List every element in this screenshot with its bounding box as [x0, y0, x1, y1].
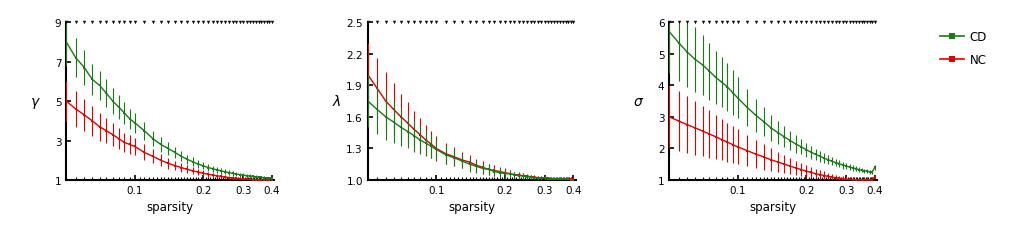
Legend: CD, NC: CD, NC: [934, 26, 990, 72]
X-axis label: sparsity: sparsity: [447, 201, 495, 213]
X-axis label: sparsity: sparsity: [147, 201, 194, 213]
Y-axis label: γ: γ: [31, 95, 39, 109]
Y-axis label: λ: λ: [332, 95, 340, 109]
Y-axis label: σ: σ: [633, 95, 642, 109]
X-axis label: sparsity: sparsity: [749, 201, 796, 213]
